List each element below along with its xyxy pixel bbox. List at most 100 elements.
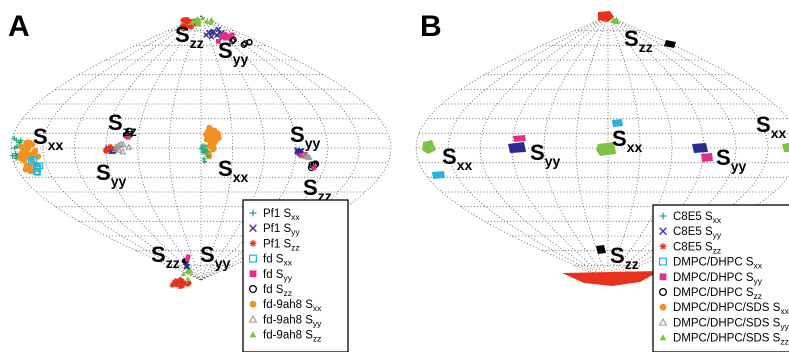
panel-a-letter: A <box>8 10 30 43</box>
legend-entry-label: fd-9ah8 Syy <box>263 314 322 328</box>
panel-b-meridian-line <box>447 15 609 281</box>
panel-a-meridian-line <box>10 15 202 281</box>
panel-b-meridian-line <box>607 15 737 281</box>
dmpc-dhpc-szz-marker <box>596 245 606 254</box>
legend-entry-label: Pf1 Syy <box>263 223 300 237</box>
legend-marker-triangle <box>249 331 257 338</box>
legend-entry-label: fd-9ah8 Sxx <box>263 299 322 313</box>
pf1-szz-marker <box>179 283 186 289</box>
legend-entry-label: C8E5 Szz <box>673 241 721 255</box>
legend-marker-circle-open <box>658 287 668 297</box>
fd9ah8-szz-marker <box>208 16 214 22</box>
pf1-sxx-marker <box>205 153 211 159</box>
fd-szz-marker <box>246 39 253 46</box>
legend-marker-square-open <box>658 257 667 266</box>
fd-syy-marker <box>185 254 191 259</box>
dmpc-dhpc-sxx-marker <box>432 171 445 179</box>
legend-marker-triangle-open <box>248 314 258 323</box>
fd9ah8-sxx-marker <box>23 139 30 147</box>
c8e5-syy-marker <box>508 142 526 153</box>
fd-sxx-marker <box>32 167 40 175</box>
pf1-szz-marker <box>169 282 175 288</box>
legend-entry-label: fd-9ah8 Szz <box>263 330 321 344</box>
pf1-sxx-marker <box>13 137 20 143</box>
fd9ah8-sxx-marker <box>210 143 217 150</box>
legend-marker-circle-open <box>248 284 258 294</box>
panel-b-data-clusters <box>422 11 789 286</box>
pf1-szz-marker <box>177 284 183 290</box>
fd-syy-marker <box>312 166 317 171</box>
pf1-szz-marker <box>183 24 189 30</box>
c8e5-szz-marker <box>562 271 660 286</box>
fd9ah8-szz-marker <box>204 18 210 24</box>
fd-szz-marker <box>229 37 236 45</box>
pf1-sxx-marker <box>204 148 210 153</box>
panel-a-szz-bottom-label: Szz <box>151 242 180 271</box>
panel-a-szz-left-label: Szz <box>108 110 137 139</box>
pf1-szz-marker <box>173 278 179 284</box>
fd9ah8-sxx-marker <box>214 135 221 142</box>
panel-b-projection-grid <box>415 15 789 281</box>
pf1-szz-marker <box>180 17 186 24</box>
panel-a: A Szz Syy Szz Sxx Syy Sxx Syy Szz Szz Sy… <box>8 10 392 352</box>
fd9ah8-sxx-marker <box>206 124 213 131</box>
dmpc-dhpc-sds-szz-marker <box>422 140 436 154</box>
legend-entry-label: fd Sxx <box>263 254 293 268</box>
pf1-szz-marker <box>103 148 109 154</box>
fd9ah8-syy-marker <box>305 153 313 160</box>
legend-entry-label: DMPC/DHPC Szz <box>673 287 762 301</box>
legend-entry-label: Pf1 Sxx <box>263 208 300 222</box>
pf1-syy-marker <box>184 263 191 270</box>
pf1-szz-marker <box>109 145 115 151</box>
panel-a-meridian-line <box>168 15 202 281</box>
legend-marker-x <box>659 227 667 236</box>
dmpc-dhpc-sds-szz-marker <box>614 19 620 25</box>
pf1-szz-marker <box>172 280 178 287</box>
legend-marker-circle <box>249 300 257 308</box>
legend-entry-label: fd Syy <box>263 269 293 283</box>
panel-a-sxx-center-label: Sxx <box>218 156 248 185</box>
panel-a-syy-right-label: Syy <box>290 122 320 151</box>
panel-b-szz-top-label: Szz <box>624 26 653 55</box>
fd-szz-marker <box>125 127 133 135</box>
panel-a-szz-top-label: Szz <box>175 22 204 51</box>
panel-a-syy-bottom-label: Syy <box>200 242 230 271</box>
fd-syy-marker <box>215 38 221 44</box>
panel-a-meridian-line <box>200 15 265 281</box>
panel-a-syy-left-label: Syy <box>96 160 126 189</box>
pf1-szz-marker <box>187 24 193 30</box>
pf1-syy-marker <box>209 29 215 36</box>
fd-syy-marker <box>185 257 190 262</box>
legend-entry-label: fd Szz <box>263 284 292 298</box>
fd9ah8-sxx-marker <box>203 131 210 138</box>
fd-szz-marker <box>240 41 247 48</box>
panel-b-sxx-right-label: Sxx <box>756 112 786 141</box>
dmpc-dhpc-syy-marker <box>701 153 713 162</box>
pf1-szz-marker <box>181 280 187 286</box>
fd9ah8-syy-marker <box>300 152 307 159</box>
fd-sxx-marker <box>27 157 35 165</box>
fd9ah8-sxx-marker <box>209 133 216 140</box>
panel-b-letter: B <box>420 10 442 43</box>
fd9ah8-szz-marker <box>199 15 205 21</box>
pf1-szz-marker <box>187 18 193 24</box>
c8e5-syy-marker <box>692 143 708 153</box>
legend-entry-label: C8E5 Syy <box>673 226 722 240</box>
fd9ah8-syy-marker <box>115 141 123 148</box>
legend-entry-label: DMPC/DHPC/SDS Sxx <box>673 302 789 316</box>
legend-marker-square-open <box>249 254 258 263</box>
legend-entry-label: DMPC/DHPC/SDS Syy <box>673 317 789 331</box>
pf1-syy-marker <box>183 263 190 270</box>
legend-marker-triangle <box>659 334 667 341</box>
panel-a-data-clusters <box>10 15 320 290</box>
fd9ah8-szz-marker <box>185 276 191 281</box>
fd-syy-marker <box>124 133 129 139</box>
pf1-sxx-marker <box>201 156 207 162</box>
fd9ah8-szz-marker <box>186 268 192 273</box>
fd9ah8-szz-marker <box>189 19 195 24</box>
legend-marker-x <box>249 224 257 233</box>
legend-marker-triangle-open <box>658 317 668 326</box>
legend-marker-star <box>659 243 667 250</box>
panel-b-meridian-line <box>607 15 769 281</box>
